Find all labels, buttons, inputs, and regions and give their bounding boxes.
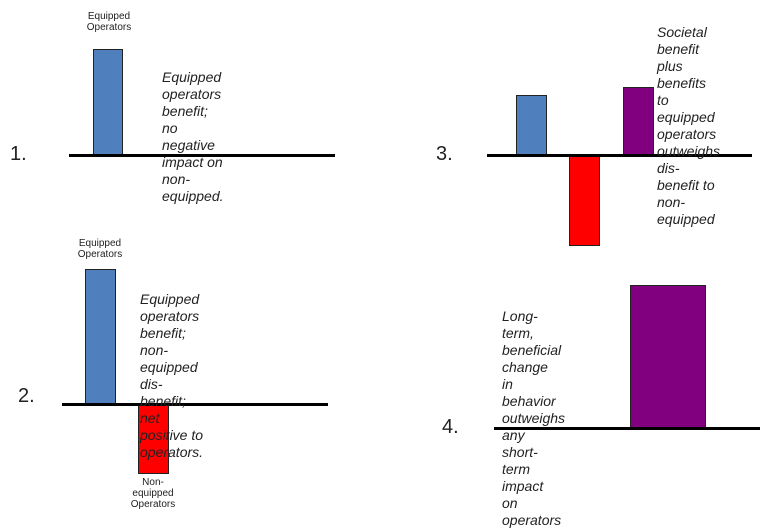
- scenario-description: Equipped operators benefit; non- equippe…: [140, 291, 204, 460]
- scenario-number: 1.: [10, 143, 27, 165]
- scenario-number: 2.: [18, 385, 35, 407]
- baseline: [62, 403, 328, 406]
- non-equipped-operators-bar: [569, 155, 600, 246]
- long-term-benefit-bar: [630, 285, 706, 428]
- equipped-operators-bar: [93, 49, 123, 155]
- baseline: [69, 154, 335, 157]
- scenario-description: Societal benefit plus benefits to equipp…: [657, 24, 721, 227]
- societal-benefit-bar: [623, 87, 654, 155]
- baseline: [494, 427, 760, 430]
- equipped-operators-label: Equipped Operators: [77, 238, 123, 260]
- scenario-description: Long-term, beneficial change in behavior…: [502, 308, 566, 528]
- non-equipped-operators-label: Non- equipped Operators: [130, 477, 176, 510]
- non-equipped-operators-bar: [138, 404, 169, 474]
- scenario-description: Equipped operators benefit; no negative …: [162, 69, 224, 204]
- scenario-number: 3.: [436, 143, 453, 165]
- scenario-number: 4.: [442, 416, 459, 438]
- equipped-operators-bar: [85, 269, 116, 405]
- equipped-operators-label: Equipped Operators: [86, 11, 132, 33]
- equipped-operators-bar: [516, 95, 547, 155]
- baseline: [487, 154, 752, 157]
